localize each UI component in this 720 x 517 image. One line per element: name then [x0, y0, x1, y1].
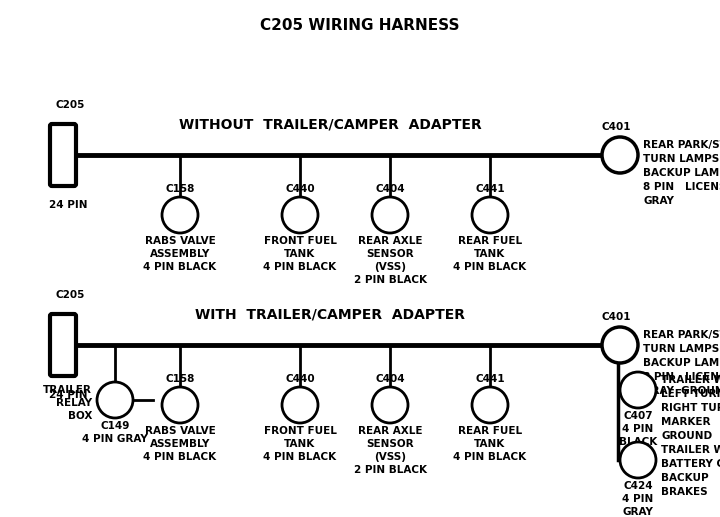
Text: BATTERY CHARGE: BATTERY CHARGE	[661, 459, 720, 469]
Circle shape	[162, 197, 198, 233]
Text: C404: C404	[375, 374, 405, 384]
Text: TURN LAMPS: TURN LAMPS	[643, 154, 719, 164]
Text: 4 PIN BLACK: 4 PIN BLACK	[264, 262, 336, 272]
Circle shape	[602, 137, 638, 173]
Text: ASSEMBLY: ASSEMBLY	[150, 439, 210, 449]
Text: TRAILER WIRES: TRAILER WIRES	[661, 445, 720, 455]
Text: RABS VALVE: RABS VALVE	[145, 426, 215, 436]
Circle shape	[282, 197, 318, 233]
Text: BACKUP LAMPS: BACKUP LAMPS	[643, 358, 720, 368]
Text: 4 PIN BLACK: 4 PIN BLACK	[143, 452, 217, 462]
Circle shape	[162, 387, 198, 423]
Text: MARKER: MARKER	[661, 417, 711, 427]
Text: RELAY: RELAY	[56, 398, 92, 408]
Text: REAR PARK/STOP: REAR PARK/STOP	[643, 330, 720, 340]
Text: 4 PIN: 4 PIN	[622, 494, 654, 504]
FancyBboxPatch shape	[50, 124, 76, 186]
Text: C149: C149	[100, 421, 130, 431]
Text: GRAY: GRAY	[643, 196, 674, 206]
Text: 2 PIN BLACK: 2 PIN BLACK	[354, 275, 426, 285]
Text: 4 PIN BLACK: 4 PIN BLACK	[454, 262, 526, 272]
Text: 2 PIN BLACK: 2 PIN BLACK	[354, 465, 426, 475]
Text: BACKUP LAMPS: BACKUP LAMPS	[643, 168, 720, 178]
Text: 24 PIN: 24 PIN	[49, 390, 88, 400]
Text: RIGHT TURN: RIGHT TURN	[661, 403, 720, 413]
Text: TRAILER WIRES: TRAILER WIRES	[661, 375, 720, 385]
Text: BLACK: BLACK	[619, 437, 657, 447]
Circle shape	[620, 372, 656, 408]
Text: REAR FUEL: REAR FUEL	[458, 426, 522, 436]
Text: 4 PIN BLACK: 4 PIN BLACK	[454, 452, 526, 462]
Circle shape	[372, 197, 408, 233]
Text: REAR FUEL: REAR FUEL	[458, 236, 522, 246]
Circle shape	[602, 327, 638, 363]
Text: SENSOR: SENSOR	[366, 439, 414, 449]
Text: RABS VALVE: RABS VALVE	[145, 236, 215, 246]
Text: LEFT TURN: LEFT TURN	[661, 389, 720, 399]
Text: GROUND: GROUND	[661, 431, 712, 441]
Text: C401: C401	[602, 122, 631, 132]
Circle shape	[472, 197, 508, 233]
Text: C158: C158	[166, 184, 194, 194]
Text: FRONT FUEL: FRONT FUEL	[264, 236, 336, 246]
Text: TURN LAMPS: TURN LAMPS	[643, 344, 719, 354]
Text: C424: C424	[624, 481, 653, 491]
Text: 8 PIN   LICENSE LAMPS: 8 PIN LICENSE LAMPS	[643, 182, 720, 192]
FancyBboxPatch shape	[50, 314, 76, 376]
Circle shape	[282, 387, 318, 423]
Text: (VSS): (VSS)	[374, 262, 406, 272]
Text: TANK: TANK	[474, 439, 505, 449]
Text: TRAILER: TRAILER	[43, 385, 92, 395]
Text: 24 PIN: 24 PIN	[49, 200, 88, 210]
Text: 8 PIN   LICENSE LAMPS: 8 PIN LICENSE LAMPS	[643, 372, 720, 382]
Text: C441: C441	[475, 184, 505, 194]
Text: REAR AXLE: REAR AXLE	[358, 426, 422, 436]
Text: GRAY: GRAY	[623, 507, 654, 517]
Circle shape	[472, 387, 508, 423]
Text: 4 PIN BLACK: 4 PIN BLACK	[264, 452, 336, 462]
Text: C205: C205	[55, 290, 84, 300]
Circle shape	[620, 442, 656, 478]
Text: FRONT FUEL: FRONT FUEL	[264, 426, 336, 436]
Text: BOX: BOX	[68, 411, 92, 421]
Text: C440: C440	[285, 184, 315, 194]
Text: C205: C205	[55, 100, 84, 110]
Text: SENSOR: SENSOR	[366, 249, 414, 259]
Text: BACKUP: BACKUP	[661, 473, 708, 483]
Text: C401: C401	[602, 312, 631, 322]
Text: REAR PARK/STOP: REAR PARK/STOP	[643, 140, 720, 150]
Text: TANK: TANK	[474, 249, 505, 259]
Text: TANK: TANK	[284, 249, 315, 259]
Text: 4 PIN: 4 PIN	[622, 424, 654, 434]
Text: ASSEMBLY: ASSEMBLY	[150, 249, 210, 259]
Text: C404: C404	[375, 184, 405, 194]
Text: GRAY  GROUND: GRAY GROUND	[643, 386, 720, 396]
Text: C407: C407	[624, 411, 653, 421]
Text: TANK: TANK	[284, 439, 315, 449]
Text: 4 PIN BLACK: 4 PIN BLACK	[143, 262, 217, 272]
Circle shape	[97, 382, 133, 418]
Text: WITH  TRAILER/CAMPER  ADAPTER: WITH TRAILER/CAMPER ADAPTER	[195, 308, 465, 322]
Text: C441: C441	[475, 374, 505, 384]
Circle shape	[372, 387, 408, 423]
Text: C440: C440	[285, 374, 315, 384]
Text: REAR AXLE: REAR AXLE	[358, 236, 422, 246]
Text: WITHOUT  TRAILER/CAMPER  ADAPTER: WITHOUT TRAILER/CAMPER ADAPTER	[179, 118, 482, 132]
Text: BRAKES: BRAKES	[661, 487, 708, 497]
Text: (VSS): (VSS)	[374, 452, 406, 462]
Text: C205 WIRING HARNESS: C205 WIRING HARNESS	[260, 18, 460, 33]
Text: 4 PIN GRAY: 4 PIN GRAY	[82, 434, 148, 444]
Text: C158: C158	[166, 374, 194, 384]
